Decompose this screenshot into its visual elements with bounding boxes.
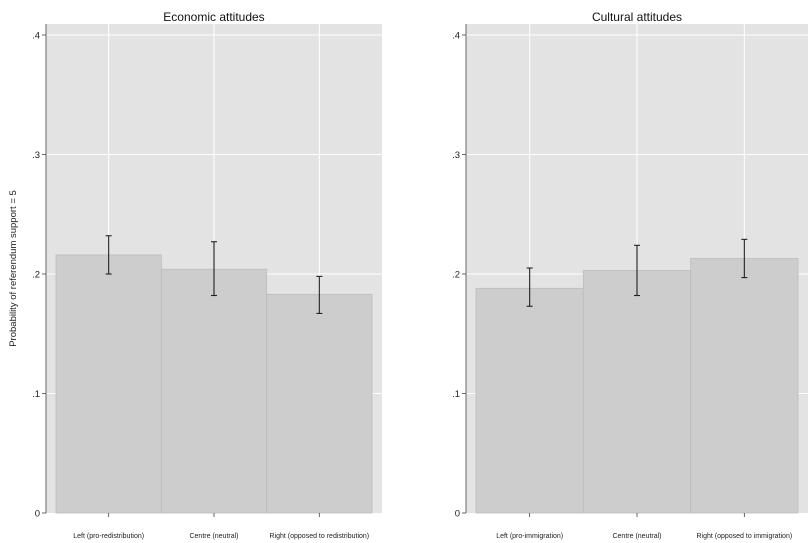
bar-1 xyxy=(475,287,584,514)
error-bar-3 xyxy=(316,275,323,314)
x-category-label: Centre (neutral) xyxy=(189,533,238,540)
error-bar-1 xyxy=(526,267,533,307)
y-tick-label: .4 xyxy=(452,31,460,42)
chart-title: Economic attitudes xyxy=(163,10,264,24)
y-tick-label: .1 xyxy=(32,389,40,400)
x-category-label: Left (pro-redistribution) xyxy=(73,533,144,540)
error-bar-1 xyxy=(105,235,112,275)
y-tick-label: .4 xyxy=(32,31,40,42)
chart-title: Cultural attitudes xyxy=(592,10,682,24)
y-tick-label: 0 xyxy=(455,509,460,520)
y-axis-label: Probability of referendum support = 5 xyxy=(8,190,19,347)
error-bar-2 xyxy=(211,241,217,297)
bar-1 xyxy=(55,254,162,514)
y-tick-label: .2 xyxy=(32,270,40,281)
bar-2 xyxy=(582,270,692,514)
x-category-label: Right (opposed to immigration) xyxy=(696,533,792,540)
bar-3 xyxy=(690,258,799,514)
y-tick-label: .3 xyxy=(452,150,460,161)
y-tick-label: 0 xyxy=(35,509,40,520)
y-tick-label: .2 xyxy=(452,270,460,281)
chart-panel-2: 0 .1 .2 .3 .4 Left (pro-immigration) Centre (n… xyxy=(452,10,808,540)
error-bar-3 xyxy=(741,238,748,279)
bar-2 xyxy=(160,268,268,514)
bar-3 xyxy=(266,293,373,514)
x-category-label: Right (opposed to redistribution) xyxy=(270,533,370,540)
chart-panel-1: 0 .1 .2 .3 .4 Left (pro-redistribution) Centre… xyxy=(8,10,382,540)
error-bar-2 xyxy=(634,244,640,297)
x-category-label: Centre (neutral) xyxy=(612,533,661,540)
y-tick-label: .1 xyxy=(452,389,460,400)
x-category-label: Left (pro-immigration) xyxy=(496,533,563,540)
y-tick-label: .3 xyxy=(32,150,40,161)
